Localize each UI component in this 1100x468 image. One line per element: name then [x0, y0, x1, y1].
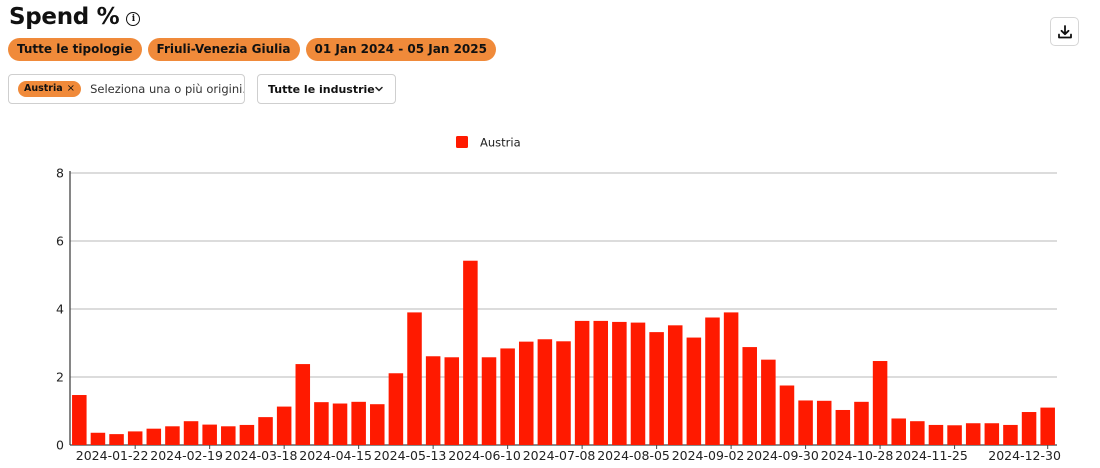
bar[interactable] — [910, 421, 925, 445]
bar[interactable] — [258, 417, 273, 445]
bar[interactable] — [779, 385, 795, 446]
y-tick-label: 0 — [56, 438, 64, 453]
industry-select-value: Tutte le industrie — [268, 82, 375, 96]
bar[interactable] — [239, 424, 255, 445]
bar[interactable] — [370, 404, 385, 445]
x-tick-label: 2024-03-18 — [225, 448, 298, 463]
bar[interactable] — [630, 322, 646, 445]
x-tick-label: 2024-08-05 — [597, 448, 670, 463]
x-tick-label: 2024-06-10 — [448, 448, 521, 463]
bar[interactable] — [388, 373, 404, 445]
industry-select[interactable]: Tutte le industrie — [257, 74, 396, 104]
bar[interactable] — [1003, 424, 1018, 445]
info-icon[interactable]: i — [126, 11, 141, 26]
x-tick-label: 2024-09-02 — [672, 448, 745, 463]
bar[interactable] — [463, 260, 478, 445]
x-tick-label: 2024-04-15 — [299, 448, 372, 463]
download-icon — [1057, 24, 1072, 38]
x-tick-label: 2024-07-08 — [523, 448, 596, 463]
bar[interactable] — [891, 418, 906, 445]
selected-origin-tag: Austria × — [18, 81, 82, 97]
bar[interactable] — [574, 320, 590, 445]
bar[interactable] — [649, 332, 664, 445]
y-tick-label: 4 — [56, 302, 64, 317]
bar[interactable] — [183, 421, 199, 445]
bar[interactable] — [872, 361, 888, 445]
bar[interactable] — [444, 357, 460, 445]
bar[interactable] — [425, 356, 441, 445]
bar[interactable] — [165, 426, 180, 445]
filter-chips: Tutte le tipologie Friuli-Venezia Giulia… — [8, 38, 496, 61]
bar[interactable] — [72, 395, 87, 445]
bar[interactable] — [798, 400, 813, 445]
bar[interactable] — [816, 400, 832, 445]
x-tick-label: 2024-01-22 — [76, 448, 149, 463]
bar[interactable] — [109, 434, 124, 445]
bar[interactable] — [984, 423, 1000, 445]
chevron-down-icon — [375, 86, 383, 92]
close-icon[interactable]: × — [66, 83, 76, 94]
bar[interactable] — [556, 341, 571, 445]
bar[interactable] — [518, 341, 534, 445]
bar[interactable] — [928, 424, 944, 445]
chip-date-range[interactable]: 01 Jan 2024 - 05 Jan 2025 — [305, 38, 496, 61]
x-tick-label: 2024-09-30 — [746, 448, 819, 463]
chip-region[interactable]: Friuli-Venezia Giulia — [147, 38, 300, 61]
bar[interactable] — [667, 325, 683, 445]
origin-placeholder[interactable]: Seleziona una o più origini... — [90, 82, 244, 96]
legend-label[interactable]: Austria — [480, 136, 521, 150]
bar[interactable] — [593, 320, 609, 445]
bar[interactable] — [835, 409, 851, 445]
bar[interactable] — [854, 401, 869, 445]
x-tick-label: 2024-02-19 — [150, 448, 223, 463]
bar[interactable] — [332, 403, 348, 445]
bar[interactable] — [686, 337, 702, 445]
bar[interactable] — [221, 426, 236, 445]
legend-swatch[interactable] — [456, 136, 468, 148]
bar[interactable] — [1040, 407, 1055, 445]
selected-origin-label: Austria — [24, 83, 63, 94]
bar[interactable] — [1021, 412, 1037, 445]
bar[interactable] — [295, 364, 311, 445]
bar[interactable] — [351, 401, 366, 445]
download-button[interactable] — [1050, 17, 1079, 46]
bar[interactable] — [202, 424, 217, 445]
bar[interactable] — [146, 428, 162, 445]
bar[interactable] — [965, 423, 981, 445]
title-row: Spend % i — [9, 4, 141, 30]
y-tick-label: 8 — [56, 166, 64, 181]
x-tick-label: 2024-05-13 — [374, 448, 447, 463]
y-tick-label: 6 — [56, 234, 64, 249]
y-tick-label: 2 — [56, 370, 64, 385]
bar[interactable] — [276, 406, 292, 445]
bar[interactable] — [314, 402, 329, 445]
bar[interactable] — [705, 317, 720, 446]
bar[interactable] — [761, 359, 776, 445]
bar[interactable] — [537, 339, 553, 445]
bar[interactable] — [407, 312, 422, 445]
bar[interactable] — [742, 347, 757, 445]
bar[interactable] — [500, 348, 515, 445]
bar[interactable] — [90, 432, 106, 445]
bar[interactable] — [127, 431, 143, 445]
bar[interactable] — [612, 321, 627, 445]
x-tick-label: 2024-12-30 — [988, 448, 1061, 463]
bar[interactable] — [947, 425, 962, 445]
bar[interactable] — [481, 357, 497, 445]
chip-type[interactable]: Tutte le tipologie — [8, 38, 142, 61]
origin-select[interactable]: Austria × Seleziona una o più origini... — [8, 74, 245, 104]
page-title: Spend % — [9, 4, 120, 30]
x-tick-label: 2024-11-25 — [895, 448, 968, 463]
x-tick-label: 2024-10-28 — [821, 448, 894, 463]
bar[interactable] — [723, 312, 739, 445]
